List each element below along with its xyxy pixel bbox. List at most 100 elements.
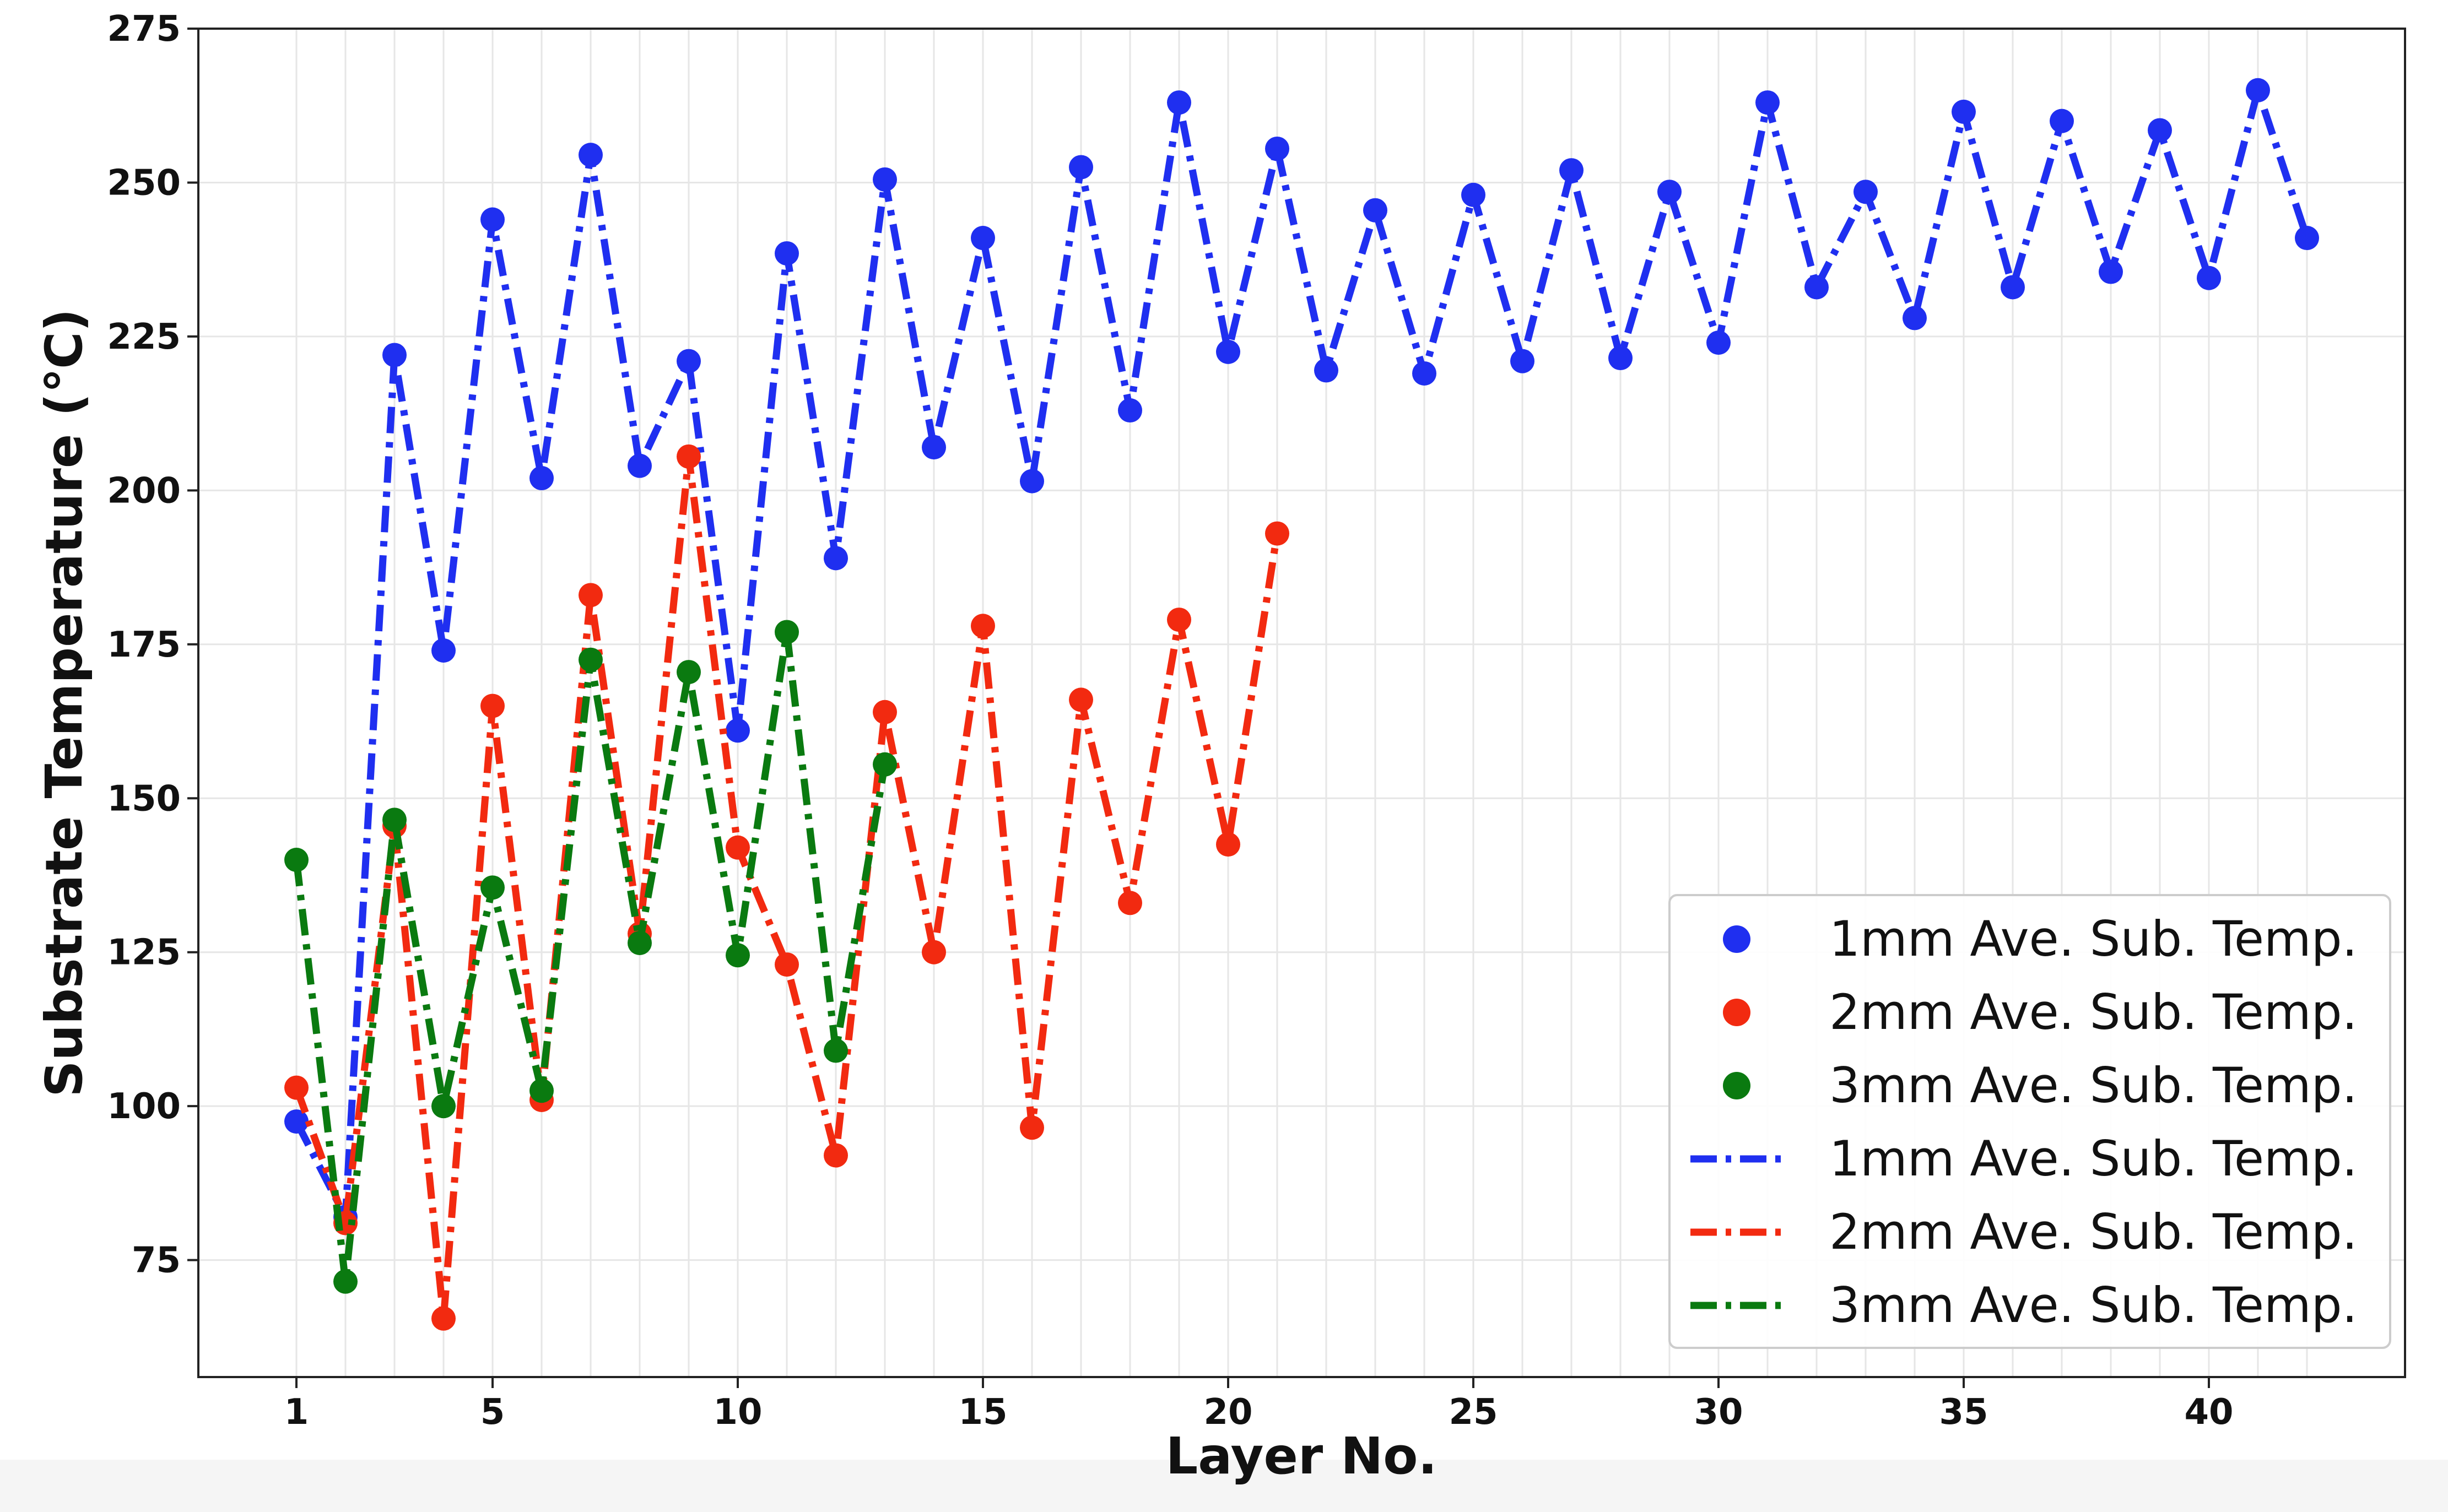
- data-point: [1216, 832, 1240, 857]
- data-point: [1363, 198, 1387, 223]
- data-point: [824, 1038, 848, 1063]
- legend-marker: [1723, 999, 1750, 1026]
- y-axis-label: Substrate Temperature (℃): [35, 308, 94, 1097]
- legend-item: 3mm Ave. Sub. Temp.: [1690, 1277, 2358, 1334]
- x-tick-label: 5: [480, 1392, 505, 1433]
- series-line: [293, 453, 1281, 1323]
- data-point: [1608, 346, 1633, 371]
- data-point: [971, 614, 995, 638]
- series-1mm: [284, 78, 2319, 1229]
- legend-label: 3mm Ave. Sub. Temp.: [1829, 1057, 2358, 1114]
- legend-item: 3mm Ave. Sub. Temp.: [1723, 1057, 2358, 1114]
- data-point: [2148, 118, 2172, 143]
- legend-label: 1mm Ave. Sub. Temp.: [1829, 911, 2358, 967]
- data-point: [873, 752, 897, 777]
- data-point: [1510, 349, 1534, 373]
- data-point: [1903, 306, 1927, 330]
- x-tick-label: 10: [713, 1392, 762, 1433]
- y-tick-label: 125: [107, 933, 181, 973]
- data-point: [2050, 109, 2074, 133]
- y-tick-label: 225: [107, 317, 181, 357]
- data-point: [775, 620, 799, 644]
- data-point: [726, 718, 750, 743]
- y-tick-label: 100: [107, 1086, 181, 1127]
- axis-ticks: 1 5 10 15 20 25 30 35 40751001251501752002252502…: [107, 9, 2233, 1433]
- x-axis-label: Layer No.: [1166, 1427, 1438, 1486]
- legend-item: 1mm Ave. Sub. Temp.: [1723, 911, 2358, 967]
- data-point: [529, 1079, 554, 1103]
- data-point: [1804, 275, 1829, 300]
- data-point: [1265, 521, 1289, 546]
- data-point: [1952, 99, 1976, 124]
- data-point: [579, 143, 603, 167]
- data-point: [1853, 180, 1878, 204]
- data-point: [1020, 1115, 1044, 1140]
- data-point: [922, 940, 946, 964]
- data-point: [873, 700, 897, 724]
- data-point: [1118, 891, 1142, 915]
- x-tick-label: 40: [2184, 1392, 2233, 1433]
- data-point: [1706, 330, 1731, 355]
- data-point: [775, 952, 799, 977]
- data-point: [922, 435, 946, 460]
- y-axis-label-text: Substrate Temperature (: [35, 393, 94, 1097]
- legend-label: 1mm Ave. Sub. Temp.: [1829, 1130, 2358, 1187]
- legend-item: 1mm Ave. Sub. Temp.: [1690, 1130, 2358, 1187]
- data-point: [971, 226, 995, 251]
- data-point: [480, 207, 505, 232]
- data-point: [726, 835, 750, 860]
- data-point: [2001, 275, 2025, 300]
- data-point: [284, 1075, 309, 1100]
- data-point: [333, 1269, 358, 1294]
- legend-item: 2mm Ave. Sub. Temp.: [1723, 984, 2358, 1040]
- data-point: [628, 453, 652, 478]
- data-point: [382, 343, 407, 367]
- series-line: [293, 86, 2311, 1221]
- bottom-strip: [0, 1460, 2448, 1512]
- legend-marker: [1723, 1072, 1750, 1099]
- data-point: [2295, 226, 2319, 251]
- y-axis-label-unit: ℃: [35, 332, 94, 393]
- legend-label: 2mm Ave. Sub. Temp.: [1829, 984, 2358, 1040]
- data-point: [579, 647, 603, 672]
- data-point: [284, 1109, 309, 1134]
- data-point: [1559, 158, 1584, 183]
- y-tick-label: 275: [107, 9, 181, 50]
- data-point: [431, 1306, 456, 1331]
- data-point: [431, 638, 456, 663]
- data-point: [1657, 180, 1682, 204]
- data-point: [480, 693, 505, 718]
- data-point: [1167, 608, 1191, 632]
- data-point: [726, 943, 750, 968]
- y-tick-label: 150: [107, 778, 181, 819]
- data-point: [1265, 136, 1289, 161]
- series-3mm: [284, 620, 897, 1294]
- y-tick-label: 75: [132, 1240, 181, 1281]
- data-point: [824, 1143, 848, 1168]
- data-point: [2246, 78, 2270, 102]
- x-tick-label: 25: [1449, 1392, 1498, 1433]
- data-point: [2197, 265, 2221, 290]
- y-tick-label: 175: [107, 625, 181, 665]
- data-point: [1755, 90, 1780, 115]
- x-tick-label: 35: [1939, 1392, 1988, 1433]
- legend-marker: [1723, 925, 1750, 953]
- data-point: [873, 167, 897, 192]
- data-point: [677, 349, 701, 373]
- y-axis-label-close: ): [35, 308, 94, 332]
- data-point: [579, 583, 603, 608]
- legend-label: 3mm Ave. Sub. Temp.: [1829, 1277, 2358, 1334]
- data-point: [677, 660, 701, 685]
- x-tick-label: 20: [1203, 1392, 1252, 1433]
- legend-box: [1668, 894, 2391, 1349]
- plot-frame: [197, 28, 2406, 1378]
- y-tick-label: 200: [107, 470, 181, 511]
- data-point: [1216, 339, 1240, 364]
- data-point: [284, 848, 309, 872]
- x-tick-label: 30: [1694, 1392, 1743, 1433]
- data-point: [1461, 182, 1485, 207]
- x-tick-label: 1: [284, 1392, 309, 1433]
- data-point: [382, 808, 407, 832]
- data-point: [824, 546, 848, 571]
